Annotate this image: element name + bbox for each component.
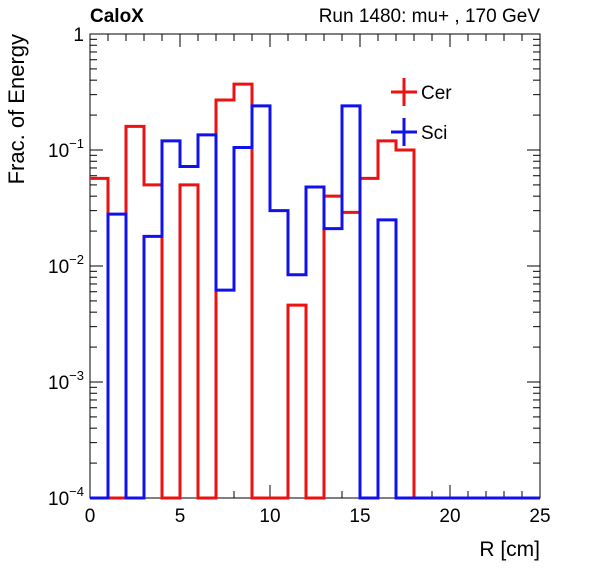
x-tick-label: 25 — [529, 506, 550, 527]
x-tick-label: 15 — [349, 506, 370, 527]
plot-frame — [89, 33, 541, 499]
legend-label-sci: Sci — [421, 123, 447, 144]
run-label: Run 1480: mu+ , 170 GeV — [318, 6, 540, 27]
x-axis-title: R [cm] — [479, 538, 540, 561]
y-tick-label: 1 — [73, 25, 84, 46]
y-tick-label: 10−1 — [48, 136, 84, 162]
y-axis-title: Frac. of Energy — [4, 34, 29, 184]
series-cer-line — [90, 82, 540, 500]
y-tick-label: 10−2 — [48, 252, 84, 278]
x-tick-label: 20 — [439, 506, 460, 527]
y-tick-label: 10−4 — [48, 484, 84, 510]
x-tick-label: 10 — [259, 506, 280, 527]
x-tick-label: 5 — [175, 506, 186, 527]
legend-label-cer: Cer — [421, 83, 452, 104]
series-sci-line — [90, 104, 540, 500]
y-tick-label: 10−3 — [48, 368, 84, 394]
x-tick-label: 0 — [85, 506, 96, 527]
experiment-label: CaloX — [90, 6, 144, 27]
